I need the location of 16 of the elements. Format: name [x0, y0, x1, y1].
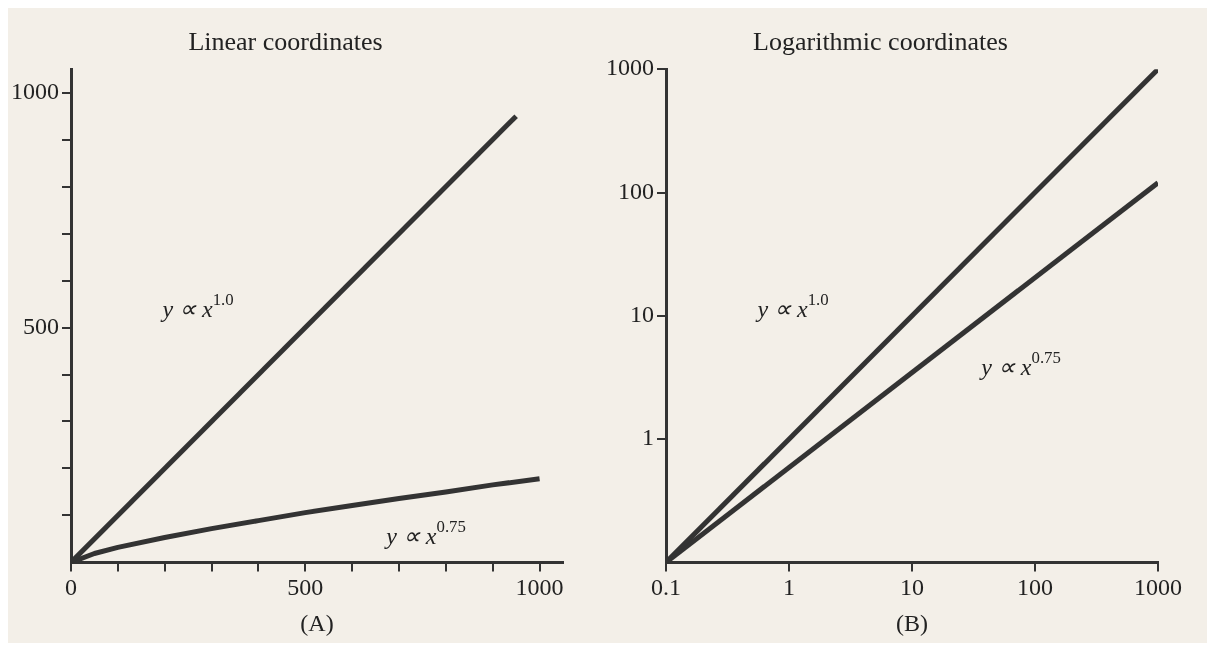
y-tick-label: 10 [630, 301, 654, 328]
x-tick-label: 1000 [515, 574, 564, 601]
x-tick-label: 0 [65, 574, 77, 601]
x-tick-label: 500 [287, 574, 324, 601]
x-tick-label: 0.1 [651, 574, 681, 601]
chart-title: Logarithmic coordinates [753, 27, 1008, 57]
chart-title: Linear coordinates [188, 27, 383, 57]
y-tick-label: 1000 [606, 54, 654, 81]
x-tick-label: 10 [900, 574, 924, 601]
x-tick-label: 100 [1017, 574, 1053, 601]
x-axis-title: (A) [300, 609, 334, 636]
y-tick-label: 100 [618, 177, 654, 204]
y-tick-label: 1 [642, 424, 654, 451]
x-axis-title: (B) [896, 609, 928, 636]
x-tick-label: 1000 [1134, 574, 1182, 601]
x-tick-label: 1 [783, 574, 795, 601]
